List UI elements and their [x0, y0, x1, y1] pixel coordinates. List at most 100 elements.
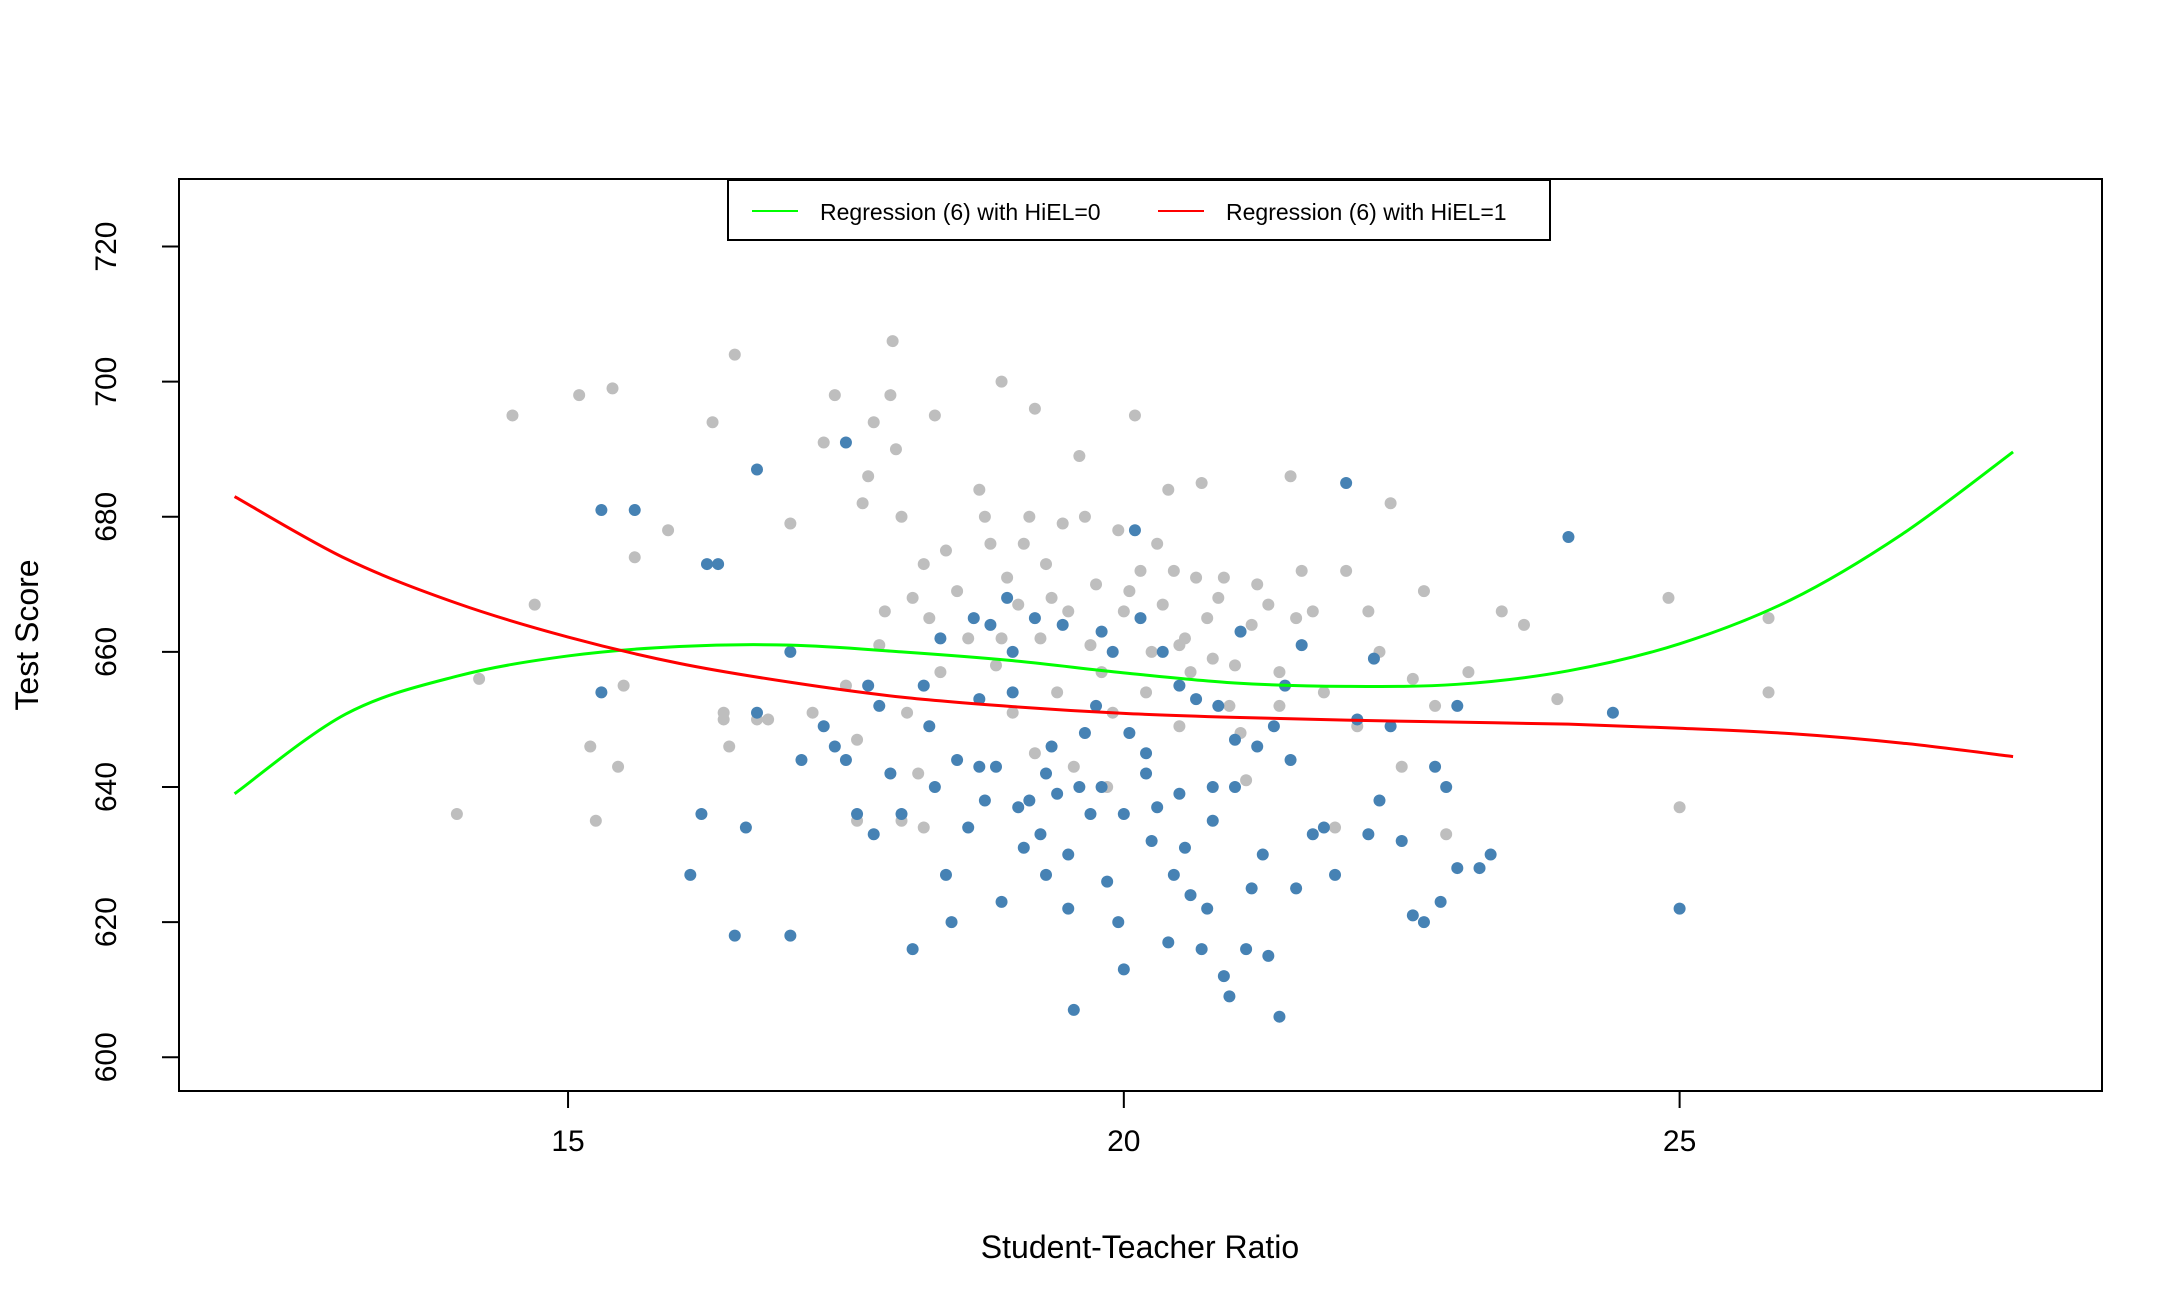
data-point-low-el: [617, 679, 630, 692]
data-point-high-el: [1040, 767, 1053, 780]
data-point-low-el: [1762, 612, 1775, 625]
data-point-low-el: [1517, 618, 1530, 631]
data-point-low-el: [939, 544, 952, 557]
data-point-low-el: [1045, 591, 1058, 604]
data-point-low-el: [1206, 652, 1219, 665]
data-point-low-el: [1134, 564, 1147, 577]
regression-curve-hiel0: [233, 450, 2014, 795]
data-point-low-el: [1223, 699, 1236, 712]
data-point-low-el: [662, 524, 675, 537]
data-point-low-el: [1151, 537, 1164, 550]
data-point-high-el: [1362, 828, 1375, 841]
data-point-low-el: [1140, 686, 1153, 699]
data-point-low-el: [1440, 828, 1453, 841]
data-point-high-el: [1451, 862, 1464, 875]
data-point-low-el: [973, 483, 986, 496]
data-point-low-el: [817, 436, 830, 449]
data-point-low-el: [784, 517, 797, 530]
data-point-high-el: [1017, 841, 1030, 854]
data-point-high-el: [1123, 726, 1136, 739]
data-point-high-el: [700, 558, 713, 571]
data-point-high-el: [1173, 679, 1186, 692]
data-point-high-el: [1006, 645, 1019, 658]
data-point-high-el: [1101, 875, 1114, 888]
data-point-low-el: [717, 713, 730, 726]
data-point-low-el: [1273, 666, 1286, 679]
data-point-high-el: [1406, 909, 1419, 922]
x-axis: 15 20 25: [551, 1090, 1696, 1158]
data-point-low-el: [1123, 585, 1136, 598]
data-point-high-el: [739, 821, 752, 834]
data-point-high-el: [917, 679, 930, 692]
data-point-high-el: [1117, 963, 1130, 976]
data-point-low-el: [951, 585, 964, 598]
data-point-high-el: [984, 618, 997, 631]
data-point-high-el: [1145, 835, 1158, 848]
data-point-high-el: [1201, 902, 1214, 915]
y-tick-label: 700: [90, 357, 123, 407]
data-point-low-el: [906, 591, 919, 604]
data-point-low-el: [1073, 449, 1086, 462]
data-point-low-el: [1217, 571, 1230, 584]
data-point-low-el: [1017, 537, 1030, 550]
y-tick-label: 720: [90, 222, 123, 272]
data-point-low-el: [928, 409, 941, 422]
data-point-low-el: [1051, 686, 1064, 699]
data-point-low-el: [1184, 666, 1197, 679]
data-point-high-el: [1329, 868, 1342, 881]
data-point-low-el: [584, 740, 597, 753]
data-point-low-el: [884, 389, 897, 402]
data-point-high-el: [795, 753, 808, 766]
data-point-low-el: [984, 537, 997, 550]
data-point-low-el: [1034, 632, 1047, 645]
data-point-low-el: [989, 659, 1002, 672]
data-point-high-el: [1245, 882, 1258, 895]
data-point-high-el: [989, 760, 1002, 773]
data-point-low-el: [1551, 693, 1564, 706]
data-point-low-el: [1306, 605, 1319, 618]
data-point-high-el: [951, 753, 964, 766]
data-point-high-el: [1095, 781, 1108, 793]
data-point-high-el: [1012, 801, 1025, 814]
data-point-high-el: [751, 463, 764, 476]
data-point-low-el: [473, 672, 486, 685]
y-tick-label: 640: [90, 762, 123, 812]
y-tick-label: 600: [90, 1032, 123, 1082]
data-point-low-el: [1190, 571, 1203, 584]
data-point-high-el: [1223, 990, 1236, 1003]
data-point-low-el: [889, 443, 902, 456]
data-point-high-el: [1023, 794, 1036, 807]
data-point-high-el: [1262, 949, 1275, 962]
data-point-high-el: [945, 916, 958, 929]
data-point-high-el: [1206, 814, 1219, 827]
data-point-low-el: [506, 409, 519, 422]
data-point-low-el: [1162, 483, 1175, 496]
data-point-high-el: [995, 895, 1008, 908]
data-point-low-el: [1673, 801, 1686, 814]
data-point-high-el: [839, 753, 852, 766]
points-layer: [450, 335, 1775, 1023]
data-point-high-el: [1090, 699, 1103, 712]
data-point-low-el: [1240, 774, 1253, 787]
data-point-high-el: [1217, 970, 1230, 983]
data-point-high-el: [884, 767, 897, 780]
data-point-low-el: [917, 821, 930, 834]
data-point-low-el: [1056, 517, 1069, 530]
data-point-low-el: [1228, 659, 1241, 672]
data-point-high-el: [1073, 781, 1086, 793]
data-point-high-el: [595, 504, 608, 517]
data-point-high-el: [784, 645, 797, 658]
data-point-high-el: [973, 693, 986, 706]
data-point-high-el: [1140, 767, 1153, 780]
data-point-high-el: [1284, 753, 1297, 766]
data-point-high-el: [967, 612, 980, 625]
data-point-low-el: [962, 632, 975, 645]
data-point-low-el: [1417, 585, 1430, 598]
data-point-low-el: [1406, 672, 1419, 685]
data-point-low-el: [828, 389, 841, 402]
data-point-low-el: [1145, 645, 1158, 658]
data-point-low-el: [612, 760, 625, 773]
data-point-high-el: [962, 821, 975, 834]
data-point-low-el: [1295, 564, 1308, 577]
data-point-low-el: [878, 605, 891, 618]
